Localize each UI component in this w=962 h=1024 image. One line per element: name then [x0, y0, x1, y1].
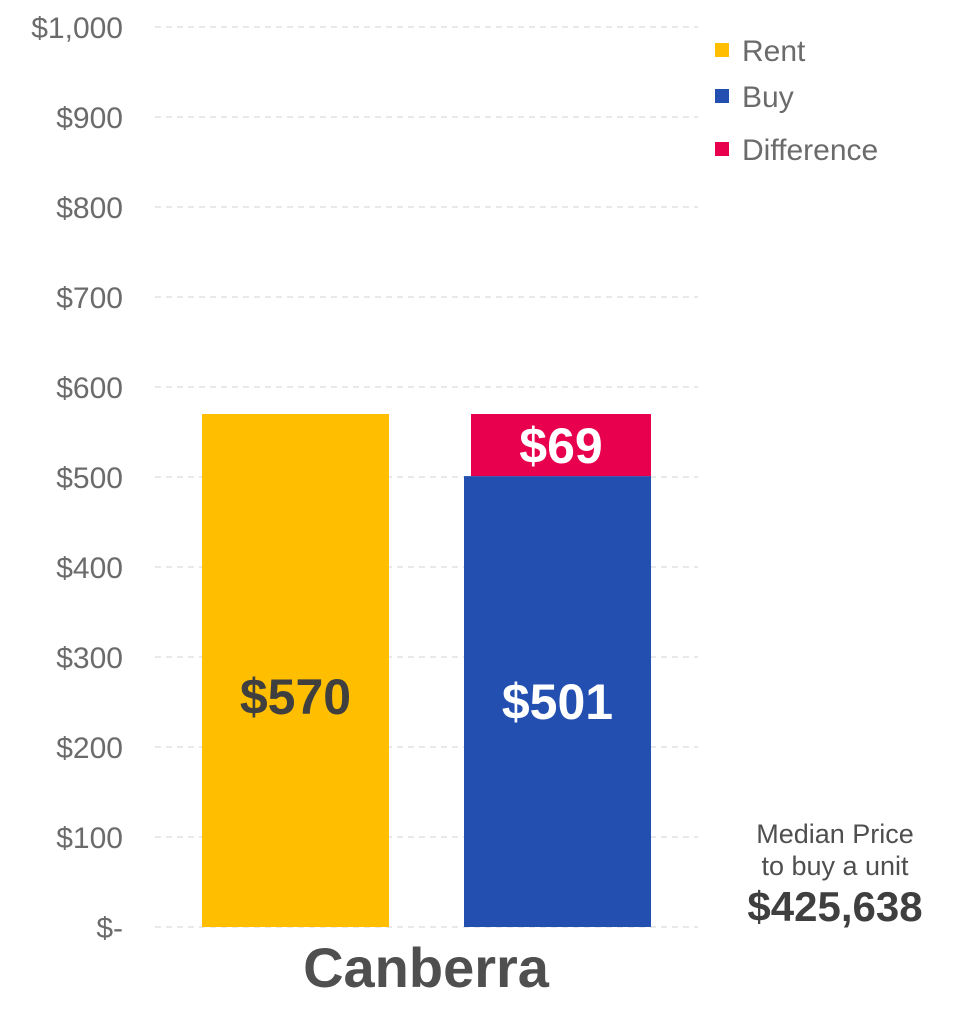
legend-swatch-difference: [715, 142, 729, 156]
y-tick-label: $900: [56, 102, 123, 135]
bar-labels: $570 $501 $69: [240, 418, 613, 730]
y-tick-label: $800: [56, 192, 123, 225]
y-tick-label: $400: [56, 552, 123, 585]
bar-difference: [471, 414, 651, 477]
y-tick-label: $100: [56, 822, 123, 855]
legend-swatch-rent: [715, 43, 729, 57]
y-tick-label: $1,000: [31, 12, 123, 45]
y-axis-ticks: $- $100 $200 $300 $400 $500 $600 $700 $800 $900 $1…: [31, 12, 123, 945]
annotation-line-1: Median Price: [756, 819, 914, 849]
y-tick-label: $200: [56, 732, 123, 765]
median-price-annotation: Median Price to buy a unit $425,638: [715, 818, 955, 932]
bar-value-label-buy: $501: [502, 674, 613, 730]
legend: Rent Buy Difference: [715, 35, 878, 167]
median-price-value: $425,638: [747, 883, 923, 930]
legend-label-rent: Rent: [742, 35, 806, 68]
y-tick-label: $-: [96, 912, 123, 945]
bar-value-label-rent: $570: [240, 669, 351, 725]
bar-value-label-difference: $69: [519, 418, 602, 474]
annotation-line-2: to buy a unit: [761, 851, 909, 881]
y-tick-label: $300: [56, 642, 123, 675]
bar-rent: [202, 414, 389, 927]
y-tick-label: $500: [56, 462, 123, 495]
legend-label-buy: Buy: [742, 81, 794, 114]
legend-label-difference: Difference: [742, 134, 878, 167]
bars: [202, 414, 651, 927]
y-tick-label: $700: [56, 282, 123, 315]
y-tick-label: $600: [56, 372, 123, 405]
x-category-label: Canberra: [303, 936, 550, 999]
legend-swatch-buy: [715, 89, 729, 103]
bar-buy: [464, 476, 651, 927]
